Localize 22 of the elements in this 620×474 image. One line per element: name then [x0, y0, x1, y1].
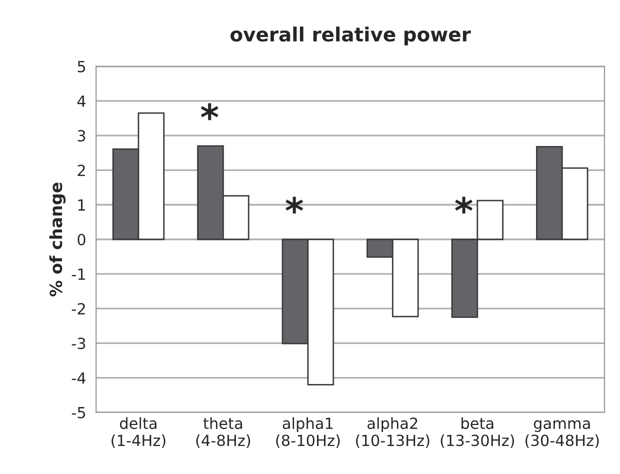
y-tick-label: -3 [72, 338, 86, 350]
annotation: * [286, 196, 304, 214]
x-tick-label: delta (1-4Hz) [112, 417, 166, 448]
y-tick-label: 1 [78, 199, 85, 211]
y-tick-label: 3 [78, 130, 86, 142]
x-tick-label: gamma (30-48Hz) [526, 420, 599, 448]
annotation: * [200, 103, 218, 120]
y-tick-label: 5 [78, 61, 86, 72]
y-axis-title: % of change [49, 182, 66, 296]
y-tick-label: -1 [72, 268, 85, 280]
y-tick-label: 0 [78, 234, 86, 246]
annotation: * [455, 196, 473, 214]
y-tick-label: -2 [72, 303, 85, 314]
y-tick-label: 2 [78, 164, 85, 176]
y-tick-label: -4 [72, 372, 86, 384]
x-tick-label: alpha1 (8-10Hz) [276, 417, 340, 448]
y-tick-label: 4 [77, 96, 86, 107]
x-tick-label: alpha2 (10-13Hz) [356, 417, 430, 448]
y-tick-label: -5 [72, 407, 86, 418]
chart-title: overall relative power [230, 26, 471, 46]
x-tick-label: beta (13-30Hz) [440, 417, 514, 448]
x-tick-label: theta (4-8Hz) [196, 417, 250, 448]
